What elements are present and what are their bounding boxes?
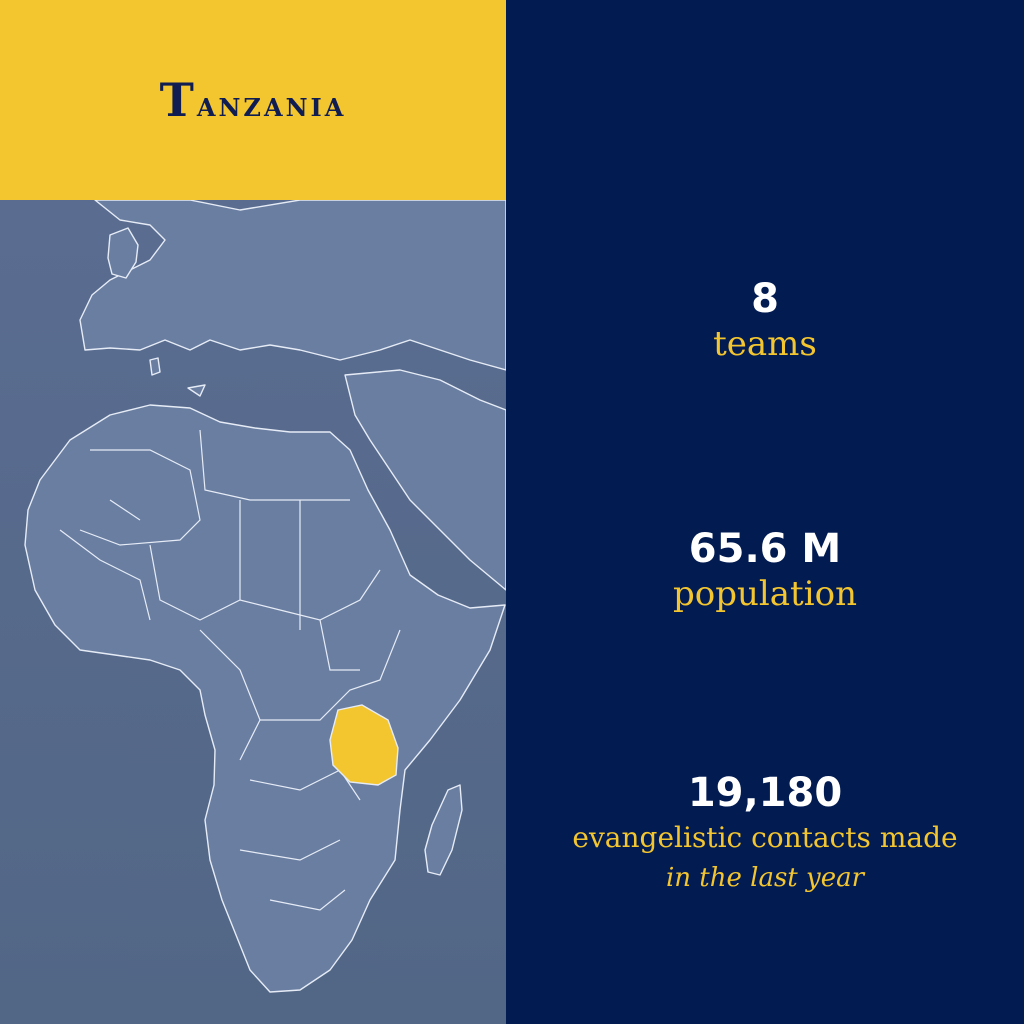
stat-label: teams bbox=[713, 324, 817, 364]
stat-value: 19,180 bbox=[687, 770, 843, 816]
page-title: Tanzania bbox=[159, 73, 347, 127]
africa-map bbox=[0, 200, 506, 1024]
title-banner: Tanzania bbox=[0, 0, 506, 200]
britain-landmass bbox=[107, 227, 139, 279]
stat-population: 65.6 M population bbox=[506, 526, 1024, 616]
stat-label: population bbox=[673, 574, 857, 614]
stat-value: 65.6 M bbox=[688, 526, 842, 572]
stat-value: 8 bbox=[751, 276, 779, 322]
stats-panel: 8 teams 65.6 M population 19,180 evangel… bbox=[506, 0, 1024, 1024]
tanzania-highlight bbox=[329, 704, 399, 786]
left-panel: Tanzania bbox=[0, 0, 506, 1024]
stat-contacts: 19,180 evangelistic contacts made in the… bbox=[506, 770, 1024, 896]
middle-east-landmass bbox=[344, 369, 506, 591]
africa-map-svg bbox=[24, 200, 506, 993]
island-sardinia bbox=[149, 357, 161, 376]
island-sicily bbox=[187, 384, 206, 397]
stat-sublabel: in the last year bbox=[665, 863, 865, 893]
africa-landmass bbox=[24, 404, 506, 993]
country-borders bbox=[59, 429, 401, 911]
europe-landmass bbox=[79, 200, 506, 371]
madagascar-landmass bbox=[424, 784, 463, 876]
stat-teams: 8 teams bbox=[506, 276, 1024, 366]
stat-label: evangelistic contacts made bbox=[572, 821, 958, 854]
